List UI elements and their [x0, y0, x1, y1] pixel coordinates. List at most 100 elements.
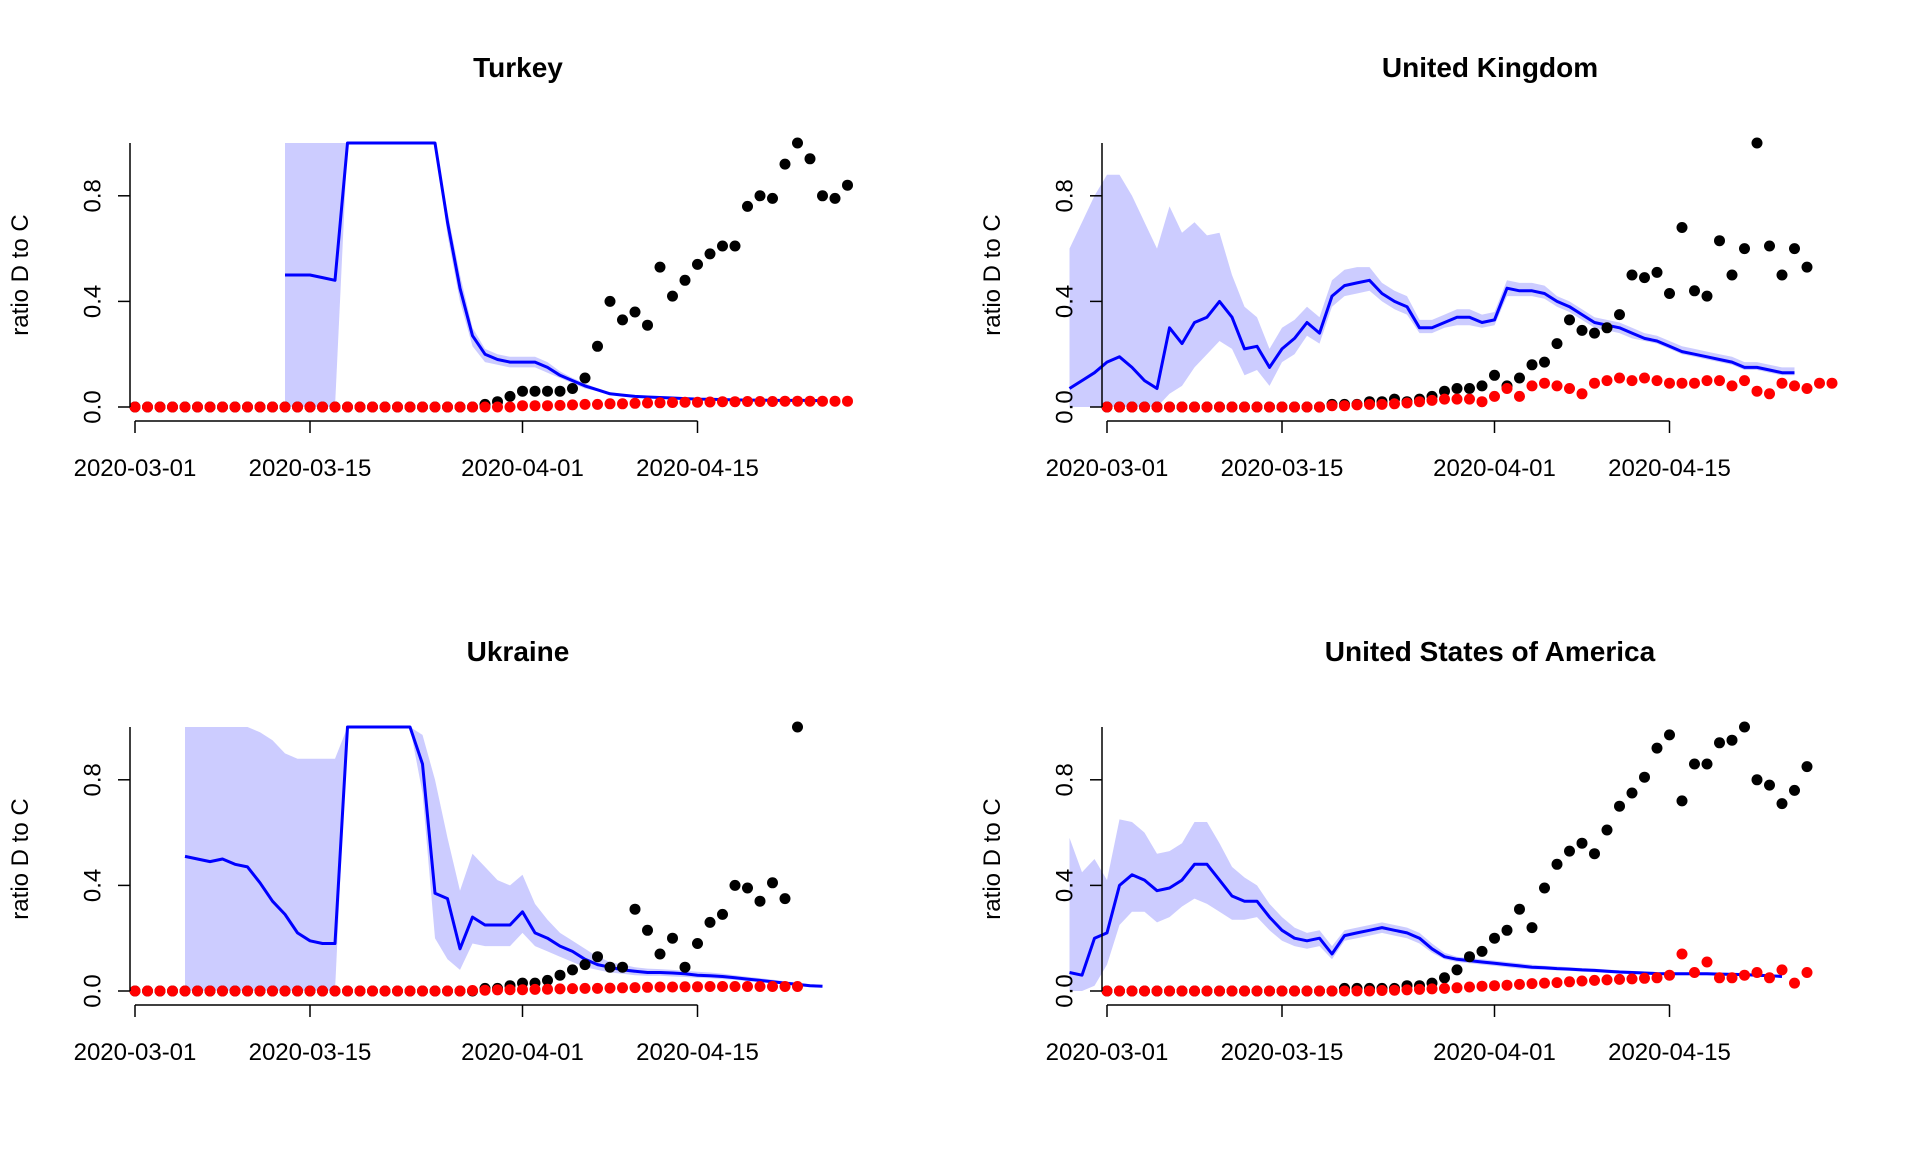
x-tick-label: 2020-03-15 [1221, 455, 1344, 482]
black-point [1626, 787, 1638, 799]
y-axis-label: ratio D to C [979, 798, 1006, 919]
red-point [1776, 377, 1788, 389]
red-point [717, 981, 728, 992]
red-point [254, 401, 266, 413]
red-point [1726, 972, 1738, 984]
red-point [1251, 401, 1263, 413]
black-point [1789, 243, 1800, 255]
red-point [1489, 390, 1500, 402]
panel-ukraine: Ukraine ratio D to C 0.0 0.4 0.8 2020-03-01 20… [7, 636, 823, 1066]
black-point [592, 951, 603, 963]
black-point [554, 969, 566, 981]
red-point [654, 397, 666, 409]
panel-turkey: Turkey ratio D to C 0.0 0.4 0.8 2020-03-01 202… [7, 52, 853, 482]
x-tick-label: 2020-04-15 [1608, 1039, 1731, 1066]
red-point [1351, 985, 1363, 997]
black-point [829, 192, 841, 204]
red-point [1589, 974, 1600, 986]
red-point [1301, 401, 1313, 413]
red-point [429, 401, 441, 413]
red-point [442, 985, 453, 997]
red-point [1214, 401, 1225, 413]
red-point [142, 401, 153, 413]
black-point [779, 158, 791, 170]
black-point [1651, 266, 1663, 278]
red-point [1576, 975, 1588, 987]
red-point [504, 401, 516, 413]
black-point [567, 964, 578, 976]
black-point [1601, 824, 1613, 836]
y-axis-label: ratio D to C [979, 214, 1006, 335]
red-point [754, 396, 766, 407]
red-point [1376, 398, 1388, 410]
black-point [754, 895, 766, 907]
black-point [1576, 837, 1588, 849]
red-point [542, 983, 553, 995]
red-point [1201, 985, 1213, 997]
red-point [392, 985, 403, 997]
red-point [1714, 972, 1725, 984]
red-point [579, 398, 591, 410]
red-point [254, 985, 266, 997]
red-point [1689, 377, 1700, 389]
red-point [329, 985, 341, 997]
red-point [1676, 377, 1688, 389]
black-point [1489, 369, 1500, 381]
red-point [479, 401, 491, 413]
red-point [1426, 394, 1438, 406]
red-point [1701, 375, 1713, 387]
red-point [404, 401, 416, 413]
confidence-band [1069, 174, 1795, 407]
black-point [1714, 737, 1725, 749]
red-point [454, 985, 466, 997]
x-tick-label: 2020-04-15 [636, 455, 759, 482]
red-point [1601, 974, 1613, 986]
red-point [1701, 956, 1713, 968]
black-point [742, 882, 753, 894]
black-point [579, 959, 591, 971]
red-point [517, 984, 528, 996]
black-point [1526, 922, 1538, 934]
y-tick-label: 0.4 [1051, 285, 1078, 318]
red-point [792, 981, 803, 992]
red-point [367, 985, 378, 997]
red-point [1151, 401, 1163, 413]
red-point [629, 982, 641, 994]
red-point [1326, 400, 1338, 412]
black-point [767, 192, 778, 204]
red-point [1676, 948, 1688, 960]
red-point [1801, 383, 1813, 394]
red-point [767, 396, 778, 407]
red-point [354, 985, 366, 997]
red-point [304, 985, 316, 997]
red-point [792, 395, 803, 407]
black-point [1551, 338, 1563, 350]
red-point [1751, 385, 1763, 397]
black-point [717, 240, 728, 252]
panel-united-kingdom: United Kingdom ratio D to C 0.0 0.4 0.8 2020-… [979, 52, 1838, 482]
x-tick-label: 2020-03-01 [74, 1039, 197, 1066]
red-point [1501, 979, 1513, 991]
black-point [1464, 951, 1475, 963]
red-point [292, 985, 303, 997]
black-point [1551, 858, 1563, 870]
confidence-band [1069, 819, 1782, 991]
red-point [1439, 393, 1450, 405]
black-point [579, 372, 591, 384]
red-point [492, 401, 503, 413]
red-point [267, 401, 278, 413]
black-point [1526, 359, 1538, 371]
black-point [692, 258, 703, 270]
red-point [1289, 985, 1300, 997]
red-point [1814, 377, 1825, 389]
red-point [1114, 985, 1125, 997]
black-point [729, 240, 741, 252]
red-point [1451, 393, 1463, 405]
black-point [1764, 240, 1775, 252]
red-point [1264, 985, 1275, 997]
y-tick-label: 0.0 [79, 390, 106, 423]
red-point [367, 401, 378, 413]
red-point [417, 985, 428, 997]
red-point [1601, 375, 1613, 387]
red-point [542, 400, 553, 412]
